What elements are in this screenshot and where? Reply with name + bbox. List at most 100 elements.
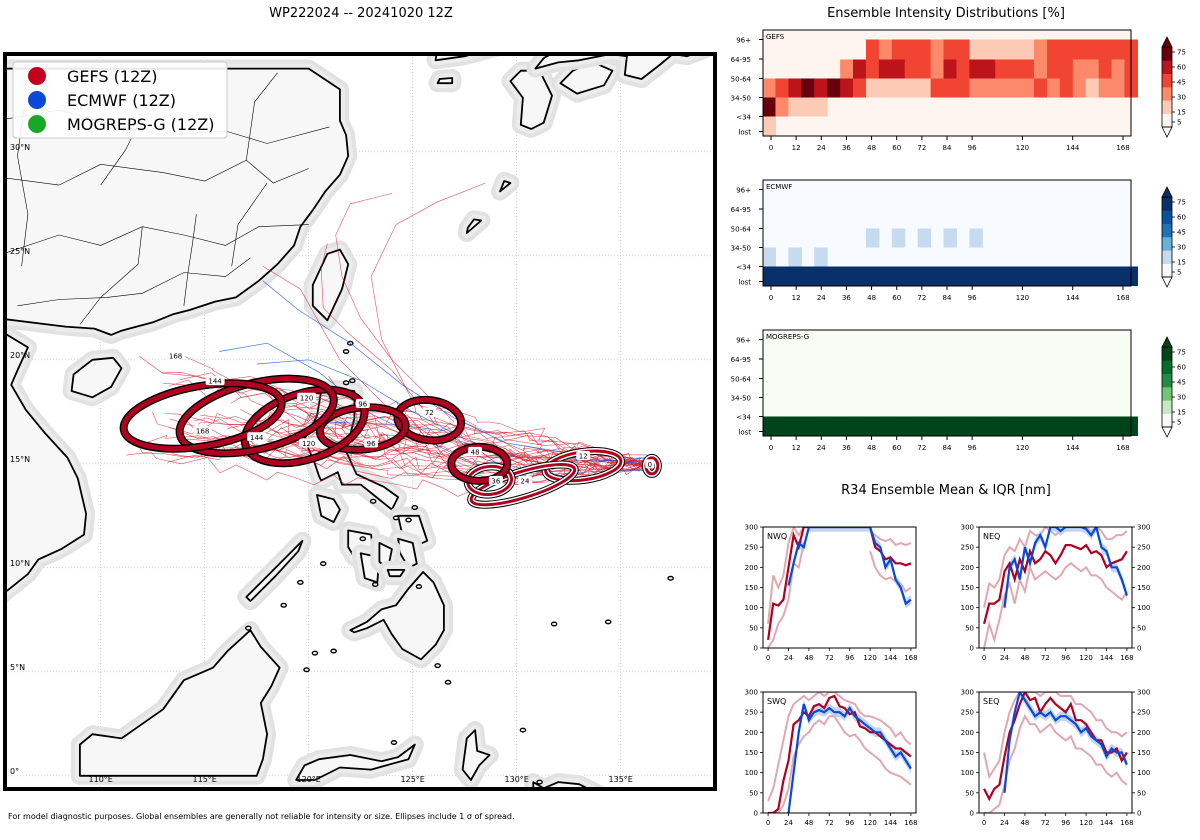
intensity-cell: [1008, 59, 1022, 79]
intensity-xtick-label: 84: [943, 144, 952, 152]
intensity-cell: [1098, 59, 1113, 79]
islet: [349, 378, 356, 384]
hour-label-text: 12: [579, 453, 588, 461]
intensity-xtick-label: 36: [842, 294, 851, 302]
colorbar-tick-label: 30: [1177, 394, 1186, 402]
intensity-cell: [969, 59, 983, 79]
intensity-xtick-label: 72: [917, 444, 926, 452]
intensity-cell: [1098, 39, 1113, 60]
r34-ytick-label-left: 300: [961, 524, 974, 532]
colorbar-tick-label: 45: [1177, 379, 1186, 387]
intensity-cell: [891, 59, 906, 79]
hour-label-bg: [247, 432, 267, 442]
intensity-cell: [1111, 59, 1126, 79]
intensity-cell: [1085, 266, 1100, 286]
r34-ytick-label: 300: [1137, 689, 1150, 697]
intensity-cell: [1085, 416, 1100, 436]
ecmwf-mean-line: [1003, 527, 1128, 608]
province-border: [5, 159, 309, 186]
intensity-cell: [865, 78, 880, 98]
intensity-cell: [1008, 266, 1022, 286]
intensity-xtick-label: 12: [792, 144, 801, 152]
r34-xtick-label: 168: [1120, 654, 1133, 662]
intensity-cell: [969, 228, 983, 248]
intensity-cell: [917, 228, 932, 248]
intensity-colorbar: 5 15 30 45 60 75: [1161, 36, 1186, 138]
lat-tick-label: 20°N: [10, 351, 30, 360]
r34-ytick-label: 0: [1137, 645, 1141, 653]
gefs-member-track: [370, 182, 486, 402]
intensity-cell: [1046, 59, 1061, 79]
intensity-cell: [1034, 59, 1048, 79]
colorbar-segment: [1162, 210, 1172, 224]
intensity-cell: [930, 266, 945, 286]
intensity-cell: [1085, 59, 1100, 79]
land-vietnam: [5, 332, 87, 594]
hour-label-bg: [468, 446, 483, 456]
islet: [359, 536, 367, 542]
ecmwf-iqr-band: [788, 699, 911, 813]
intensity-xtick-label: 72: [917, 294, 926, 302]
hour-label-text: 168: [196, 428, 209, 436]
intensity-cell: [1008, 39, 1022, 60]
gefs-track-hour-label: 36: [488, 475, 503, 485]
intensity-panel-mogreps-g: MOGREPS-G 96+ 64-95 50-64 34-50 <34 lost 0 12 24 3…: [731, 329, 1186, 452]
islet: [667, 575, 674, 581]
r34-quadrant-label: SEQ: [983, 697, 999, 706]
r34-ytick-label: 100: [1137, 604, 1150, 612]
intensity-cell: [1046, 39, 1061, 60]
hour-label-bg: [576, 451, 591, 461]
gefs-member-track: [320, 243, 434, 423]
r34-ytick-label-left: 250: [961, 544, 974, 552]
r34-ytick-label: 250: [745, 544, 758, 552]
r34-xtick-label: 120: [1079, 819, 1092, 827]
intensity-category-label: 64-95: [731, 206, 751, 214]
colorbar-tick-label: 30: [1177, 94, 1186, 102]
intensity-cell: [982, 59, 996, 79]
intensity-cell: [1111, 416, 1126, 436]
intensity-cell: [1046, 266, 1061, 286]
intensity-cell: [956, 416, 970, 436]
intensity-xtick-label: 96: [968, 144, 977, 152]
intensity-cell: [917, 78, 932, 98]
islet: [297, 579, 304, 585]
r34-ytick-label-left: 50: [965, 624, 974, 632]
legend-marker-mogreps: [28, 115, 46, 133]
intensity-cell: [788, 97, 802, 117]
r34-ytick-label: 150: [745, 584, 758, 592]
intensity-cell: [904, 59, 919, 79]
colorbar-tick-label: 5: [1177, 269, 1181, 277]
hour-label-bg: [645, 459, 655, 469]
lat-tick-label: 5°N: [10, 663, 25, 672]
hour-label-text: 96: [367, 440, 376, 448]
colorbar-tick-label: 75: [1177, 49, 1186, 57]
hour-label-bg: [518, 475, 532, 485]
lat-tick-label: 0°: [10, 767, 19, 776]
intensity-cell: [1046, 78, 1061, 98]
r34-ytick-label: 200: [1137, 564, 1150, 572]
land-borneo: [79, 629, 281, 777]
r34-ytick-label: 250: [1137, 709, 1150, 717]
r34-ytick-label: 300: [1137, 524, 1150, 532]
r34-ytick-label: 0: [1137, 810, 1141, 818]
intensity-cell: [943, 416, 957, 436]
colorbar-extend-bottom: [1161, 276, 1173, 288]
r34-ytick-label-left: 300: [961, 689, 974, 697]
legend-marker-gefs: [28, 67, 46, 85]
gefs-track-hour-label-b: 96: [364, 438, 379, 448]
intensity-cell: [1085, 39, 1100, 60]
gefs-member-track: [328, 375, 662, 473]
islet: [405, 517, 412, 523]
r34-xtick-label: 24: [1000, 654, 1009, 662]
hour-label-bg: [205, 376, 225, 386]
province-border: [5, 224, 309, 254]
colorbar-extend-bottom: [1161, 426, 1173, 438]
intensity-cell: [788, 247, 802, 267]
islet: [519, 727, 527, 733]
r34-ytick-label: 100: [745, 769, 758, 777]
lat-tick-label: 25°N: [10, 247, 30, 256]
